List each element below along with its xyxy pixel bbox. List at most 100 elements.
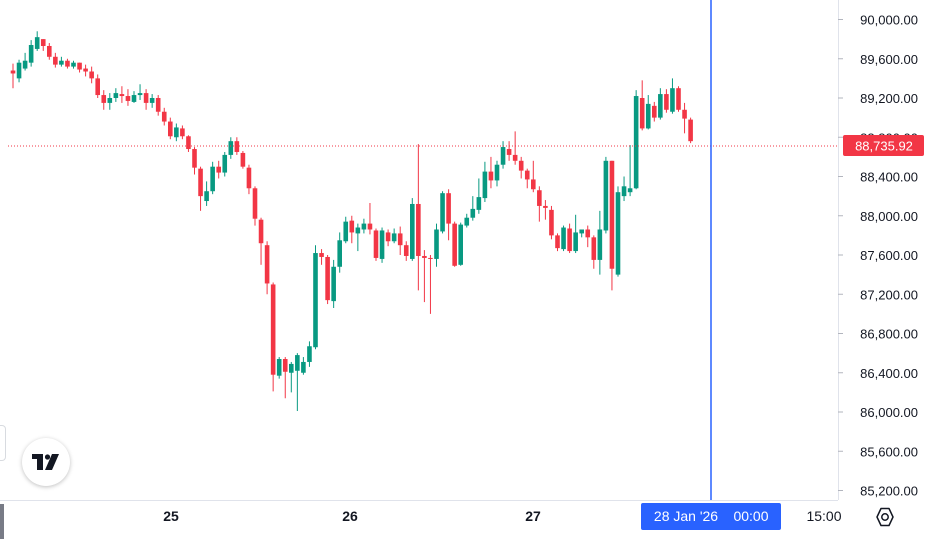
candle-body [664,94,669,110]
candle-body [676,88,681,110]
candle [264,241,270,295]
candle [524,168,530,189]
candle-body [349,220,355,233]
candle-body [373,230,379,258]
candle [403,241,409,261]
candle [670,78,675,114]
candle-body [307,346,312,362]
last-price-label: 88,735.92 [855,139,913,154]
candle [301,357,306,375]
candle [440,191,445,234]
scroll-handle[interactable] [0,504,4,539]
candle-body [470,208,476,218]
candle-body [603,160,609,231]
candle-body [234,141,240,152]
candle [83,64,88,77]
candle [246,164,252,195]
price-axis: 90,000.0089,600.0089,200.0088,800.0088,4… [838,13,918,499]
candle [639,80,645,131]
candle-body [524,170,530,180]
settings-gear-icon[interactable] [873,505,897,529]
candle-body [180,128,185,137]
candle [22,52,28,71]
last-price-label-bg [843,135,924,156]
candle-body [59,60,64,65]
candle-body [331,266,336,302]
price-tick-label: 89,200.00 [860,91,918,106]
candle-body [543,205,548,208]
candle-body [367,223,373,230]
candle [531,160,536,193]
candle [434,223,439,267]
candle-body [627,188,633,193]
candle [258,217,264,265]
candle-body [597,229,603,260]
candle-body [198,168,203,197]
side-panel-toggle[interactable] [0,425,6,461]
candle-body [645,103,651,129]
candle-body [476,197,482,210]
candle [555,233,560,252]
candle-body [452,223,457,266]
price-tick-label: 86,800.00 [860,327,918,342]
candle-body [555,235,560,249]
candle-body [379,230,385,259]
candle-body [282,359,288,372]
candle [155,95,161,116]
candle-body [89,71,94,79]
candle-body [464,217,470,226]
candle-body [658,94,663,118]
price-tick-label: 85,600.00 [860,444,918,459]
candle [561,225,566,252]
tradingview-logo-icon[interactable] [22,438,70,486]
candle [222,151,228,177]
candle-body [325,256,330,301]
candle-body [397,233,403,246]
candle-body [518,160,524,171]
candle [652,101,657,122]
time-tick-label: 27 [525,508,541,524]
candle-body [639,98,645,129]
candle-body [22,60,28,69]
candle-body [422,255,427,258]
candle-body [125,96,131,101]
candle [95,74,100,98]
candle [367,202,373,235]
candle [397,226,403,255]
candle [276,357,282,379]
candle-body [512,154,518,161]
candle-body [434,229,439,259]
candle-body [506,149,512,155]
candle-body [428,257,433,259]
price-tick-label: 89,600.00 [860,52,918,67]
candle [428,255,433,314]
candle [270,282,276,392]
candle [543,200,548,220]
time-axis: 25 26 27 15:00 [163,508,842,524]
candle-body [186,136,191,150]
candle-body [40,39,46,46]
candle [282,357,288,399]
candle-body [573,232,578,252]
candle-body [10,70,16,74]
candle [512,131,518,165]
candle [119,86,125,103]
candle-body [410,203,415,259]
candle [658,88,663,120]
candle-body [258,219,264,244]
candle-body [143,93,149,103]
candle-body [313,253,318,348]
candle-body [149,98,155,103]
candle [470,196,476,221]
price-tick-label: 87,200.00 [860,287,918,302]
candle [488,156,494,189]
candle [65,58,70,69]
candle [379,227,385,263]
candle [500,141,506,169]
candle-body [633,96,639,189]
candle-body [131,95,137,102]
candle-body [240,152,246,167]
crosshair-time-label: 00:00 [733,508,768,524]
